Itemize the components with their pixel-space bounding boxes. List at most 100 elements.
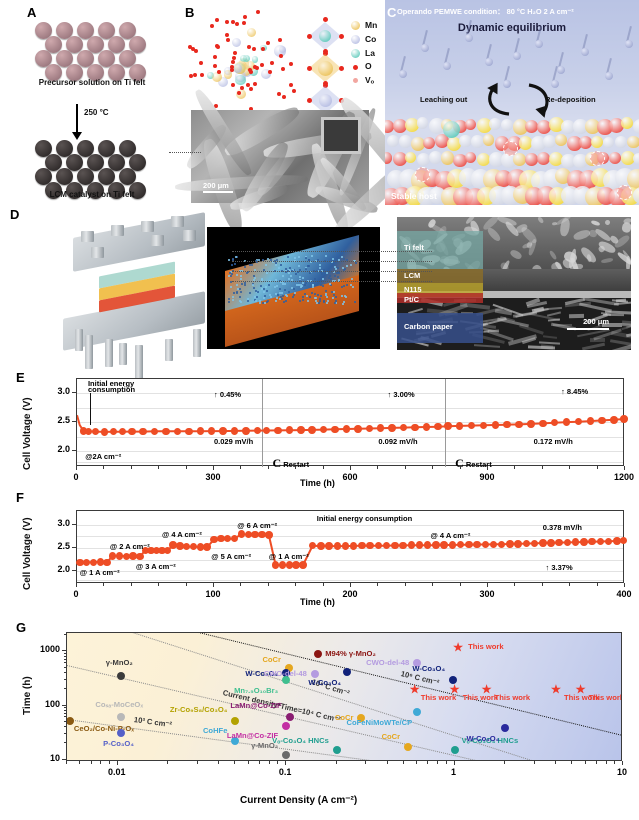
tomo-voxel [344, 268, 347, 271]
g-y-minor-tick [63, 666, 66, 668]
oxygen-atom [281, 94, 286, 99]
sem-layer-band-3 [397, 293, 483, 303]
tomo-voxel [319, 267, 322, 270]
mesh-node [108, 64, 125, 81]
lattice-atom [561, 153, 576, 169]
x-tick-label: 1200 [613, 472, 635, 482]
tomo-voxel [332, 271, 335, 274]
x-minor-tick [213, 583, 214, 586]
data-point [169, 541, 177, 549]
data-point [342, 425, 351, 433]
x-minor-tick [487, 583, 488, 586]
data-point [562, 418, 571, 426]
tomo-voxel [266, 272, 269, 275]
tomo-voxel [342, 269, 345, 272]
oxygen-atom [242, 21, 247, 26]
lattice-atom [423, 136, 436, 149]
tomo-voxel [239, 288, 242, 291]
mesh-node [56, 50, 73, 67]
gridline [77, 393, 623, 395]
tomo-voxel [267, 284, 270, 287]
legend-swatch-Co [351, 35, 360, 44]
scatter-point [282, 668, 291, 677]
x-minor-tick [569, 466, 571, 469]
tomo-voxel [233, 263, 236, 266]
tomo-voxel [292, 296, 295, 299]
x-minor-tick [322, 466, 324, 469]
lattice-atom [399, 135, 412, 148]
data-point [527, 420, 535, 428]
annotation: @ 1 A cm⁻² [79, 567, 120, 577]
tomo-voxel [302, 299, 305, 302]
lattice-atom [489, 117, 502, 131]
data-point [399, 541, 407, 550]
tomo-voxel [306, 295, 309, 298]
g-x-minor-tick [533, 761, 535, 764]
scatter-point-label: CoHFe [202, 726, 228, 736]
tomo-voxel [286, 269, 289, 272]
tomo-voxel [285, 271, 288, 274]
data-point [185, 427, 193, 436]
tomo-voxel [296, 283, 299, 286]
data-point [292, 561, 300, 569]
x-tick-label: 200 [342, 589, 358, 599]
tomo-voxel [253, 276, 256, 279]
scatter-point-label: Zr-Co₉S₈/Co₃O₄ [169, 704, 228, 714]
lattice-atom [459, 134, 472, 148]
tomo-voxel [308, 296, 311, 298]
g-y-tick-label: 10 [49, 752, 60, 763]
scatter-point-label: W-Co₃O₄ [412, 663, 446, 673]
tomo-voxel [255, 261, 258, 264]
oxygen-atom [278, 37, 283, 42]
g-y-tick-label: 100 [44, 698, 60, 709]
g-y-minor-tick [63, 658, 66, 660]
mesh-node [45, 36, 62, 53]
x-minor-tick [103, 583, 105, 586]
this-work-label: This work [420, 692, 457, 702]
lattice-atom [519, 136, 533, 150]
panel-d: D Ti felt LCM N115 Pt/C Carbon paper 200 μm [0, 205, 639, 379]
tomo-voxel [288, 269, 291, 272]
data-point [207, 427, 216, 435]
tomo-voxel [272, 269, 275, 272]
tomo-voxel [239, 274, 242, 277]
legend-row-Vₒ: Vₒ [351, 75, 377, 85]
panel-c-letter: C [387, 5, 397, 20]
tomo-voxel [331, 290, 334, 293]
scatter-point-label: γ-MnO₂ [105, 658, 133, 668]
tomo-voxel [309, 271, 312, 274]
tomo-voxel [325, 290, 328, 293]
y-tick-label: 2.5 [57, 415, 70, 426]
tomo-voxel [307, 259, 310, 262]
data-point [84, 427, 93, 436]
annotation: @ 1 A cm⁻² [268, 552, 309, 562]
data-point [237, 530, 246, 538]
data-point [555, 538, 563, 547]
tomo-voxel [301, 285, 303, 288]
mesh-node [119, 168, 136, 185]
oxide-lattice-illustration [385, 115, 639, 205]
tomo-voxel [263, 302, 266, 305]
tomo-voxel [318, 299, 321, 302]
mesh-node [56, 140, 73, 157]
oxygen-atom [265, 41, 270, 46]
oxygen-atom [230, 60, 235, 65]
x-minor-tick [295, 583, 297, 586]
data-point [308, 426, 316, 434]
tomo-voxel [257, 259, 260, 262]
x-minor-tick [267, 466, 269, 469]
annotation: ↑ 0.45% [214, 389, 242, 399]
oxygen-atom [289, 62, 294, 67]
data-point [467, 421, 476, 430]
tomo-voxel [292, 294, 295, 297]
tomo-voxel [354, 261, 357, 264]
g-y-minor-tick [63, 706, 66, 708]
tomo-voxel [260, 288, 263, 291]
scatter-point [282, 751, 291, 760]
oxygen-atom [270, 61, 275, 66]
oxygen-atom [215, 18, 220, 23]
mesh-node [108, 182, 125, 199]
lattice-atom [627, 135, 639, 149]
y-tick [72, 421, 76, 423]
scatter-point-label: LaMn@Co-ZIF [226, 730, 279, 740]
